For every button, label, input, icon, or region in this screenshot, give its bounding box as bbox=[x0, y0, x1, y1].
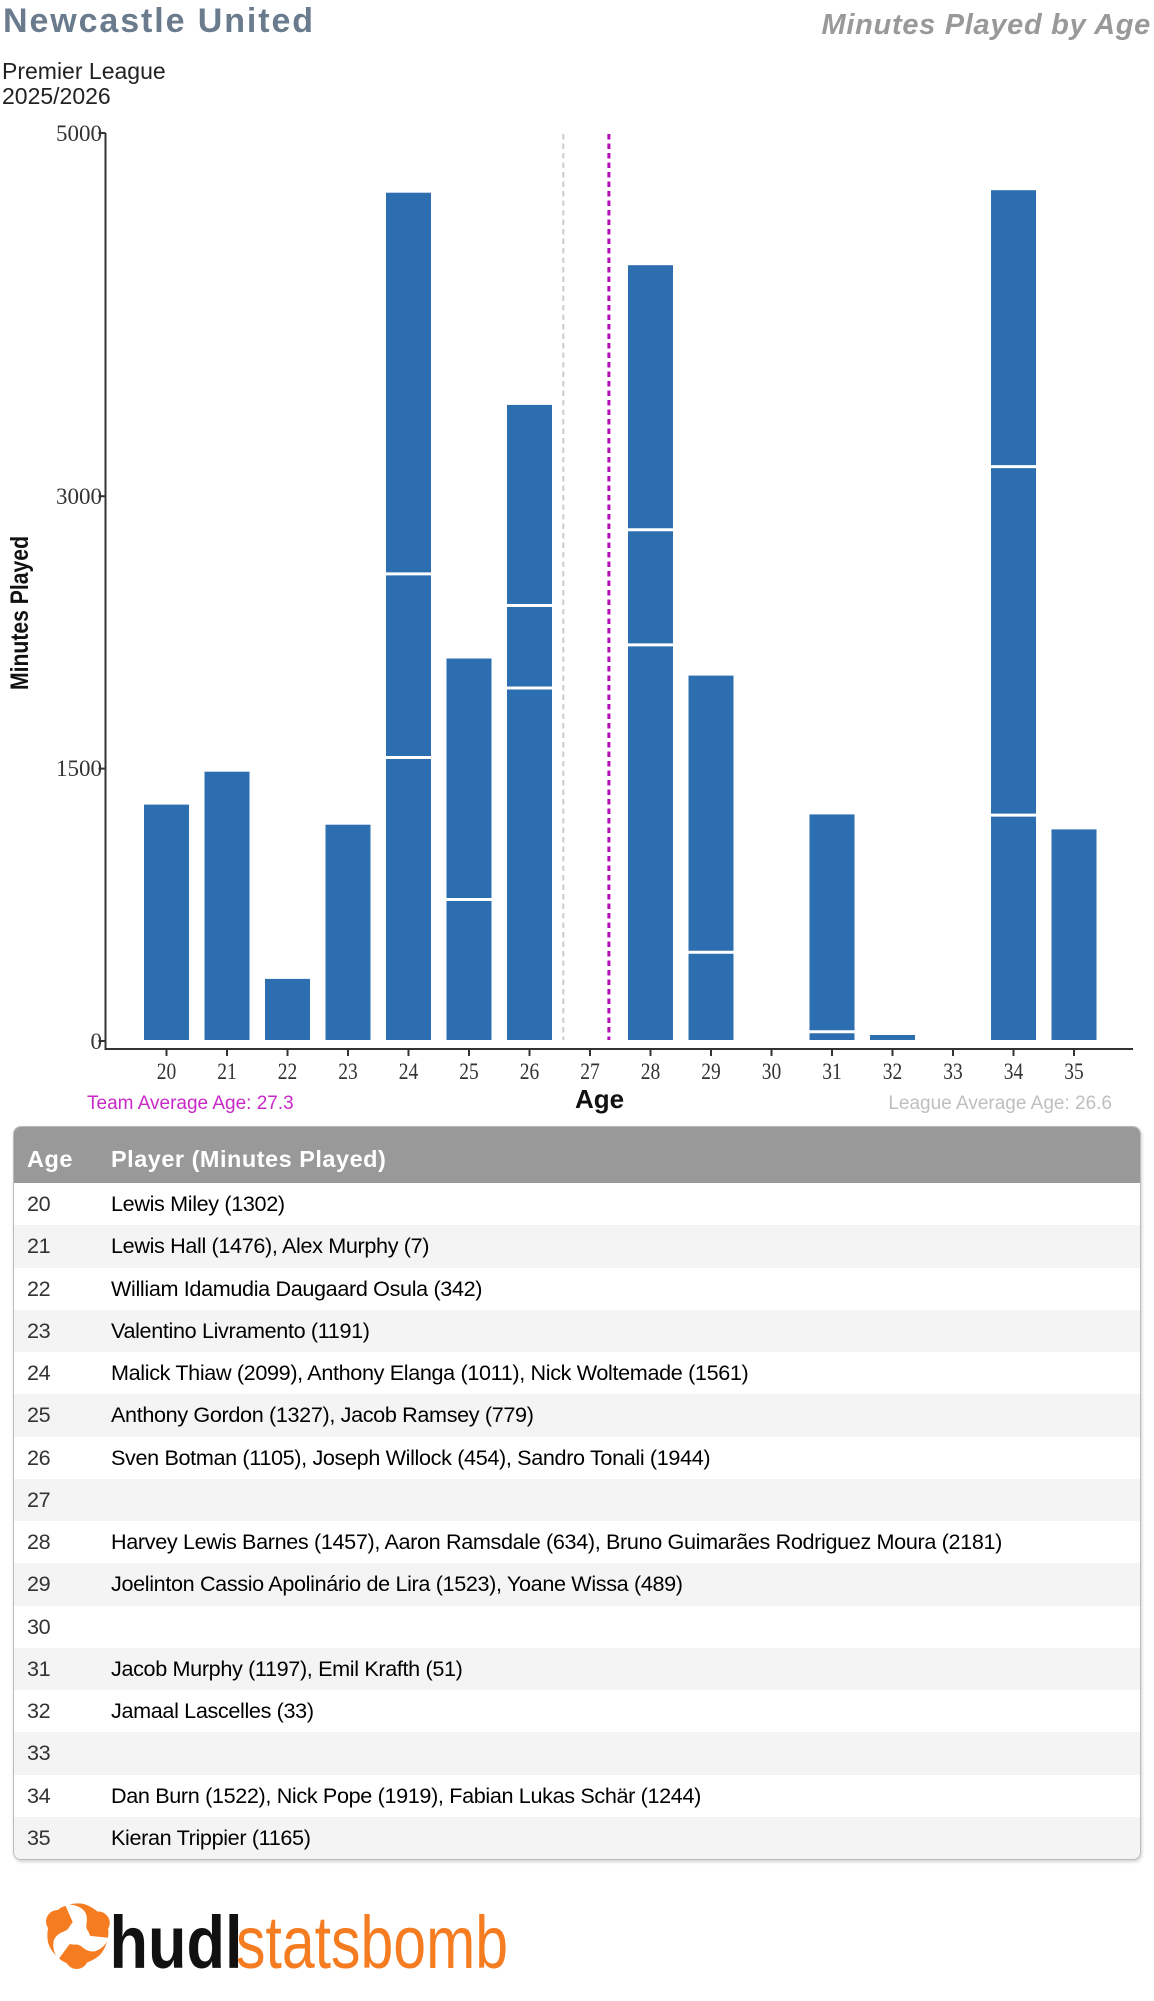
svg-text:26: 26 bbox=[520, 1059, 540, 1084]
svg-text:20: 20 bbox=[157, 1059, 177, 1084]
svg-text:1500: 1500 bbox=[56, 756, 102, 781]
svg-text:23: 23 bbox=[338, 1059, 358, 1084]
svg-text:0: 0 bbox=[91, 1029, 103, 1054]
svg-text:33: 33 bbox=[943, 1059, 963, 1084]
svg-text:25: 25 bbox=[459, 1059, 479, 1084]
svg-text:Minutes Played: Minutes Played bbox=[6, 536, 34, 690]
svg-text:5000: 5000 bbox=[56, 121, 102, 146]
svg-text:statsbomb: statsbomb bbox=[236, 1901, 508, 1984]
svg-text:30: 30 bbox=[762, 1059, 782, 1084]
svg-text:21: 21 bbox=[217, 1059, 237, 1084]
svg-text:35: 35 bbox=[1064, 1059, 1084, 1084]
svg-text:3000: 3000 bbox=[56, 484, 102, 509]
svg-text:34: 34 bbox=[1004, 1059, 1024, 1084]
svg-text:28: 28 bbox=[641, 1059, 661, 1084]
svg-text:hudl: hudl bbox=[110, 1901, 243, 1984]
svg-text:29: 29 bbox=[701, 1059, 721, 1084]
svg-text:24: 24 bbox=[399, 1059, 419, 1084]
svg-text:27: 27 bbox=[580, 1059, 600, 1084]
svg-text:32: 32 bbox=[883, 1059, 903, 1084]
svg-text:31: 31 bbox=[822, 1059, 842, 1084]
svg-text:22: 22 bbox=[278, 1059, 298, 1084]
